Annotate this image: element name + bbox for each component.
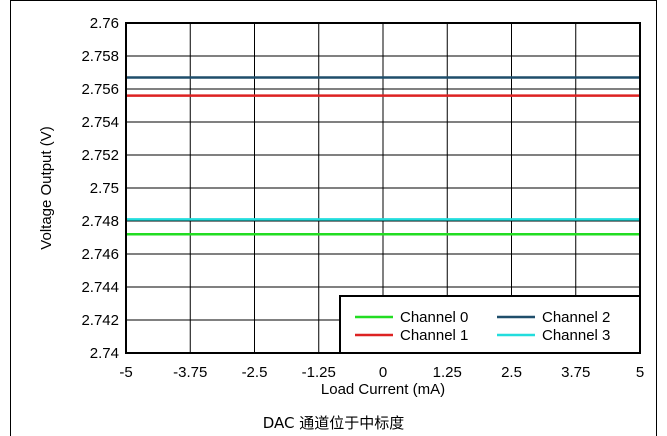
- frame-top-border: [10, 0, 657, 1]
- series-lines: [126, 76, 640, 236]
- figure-caption: DAC 通道位于中标度: [262, 414, 405, 432]
- y-tick-label: 2.74: [90, 345, 119, 362]
- legend-label: Channel 1: [400, 327, 468, 344]
- y-tick-label: 2.742: [81, 312, 119, 329]
- y-tick-label: 2.75: [90, 180, 119, 197]
- legend-label: Channel 3: [542, 327, 610, 344]
- x-tick-label: -2.5: [242, 364, 268, 381]
- legend-label: Channel 2: [542, 309, 610, 326]
- x-tick-label: 0: [379, 364, 387, 381]
- x-tick-label: 5: [636, 364, 644, 381]
- legend-box: [339, 295, 641, 354]
- x-tick-label: 2.5: [501, 364, 522, 381]
- y-tick-label: 2.754: [81, 114, 119, 131]
- y-tick-label: 2.76: [90, 15, 119, 32]
- x-tick-label: 3.75: [561, 364, 590, 381]
- y-tick-label: 2.746: [81, 246, 119, 263]
- frame-right-border: [656, 0, 657, 436]
- x-tick-label: 1.25: [433, 364, 462, 381]
- x-axis-title: Load Current (mA): [321, 381, 445, 398]
- y-tick-label: 2.748: [81, 213, 119, 230]
- y-axis-title: Voltage Output (V): [38, 126, 55, 249]
- x-tick-labels: -5 -3.75 -2.5 -1.25 0 1.25 2.5 3.75 5: [119, 364, 644, 381]
- y-tick-label: 2.758: [81, 48, 119, 65]
- frame-left-border: [10, 0, 11, 436]
- y-tick-label: 2.756: [81, 81, 119, 98]
- x-tick-label: -3.75: [173, 364, 207, 381]
- y-tick-labels: 2.74 2.742 2.744 2.746 2.748 2.75 2.752 2.754 2.…: [81, 15, 119, 362]
- legend: Channel 0 Channel 2 Channel 1 Channel 3: [339, 295, 641, 354]
- legend-label: Channel 0: [400, 309, 468, 326]
- y-tick-label: 2.744: [81, 279, 119, 296]
- x-tick-label: -5: [119, 364, 132, 381]
- x-tick-label: -1.25: [302, 364, 336, 381]
- y-tick-label: 2.752: [81, 147, 119, 164]
